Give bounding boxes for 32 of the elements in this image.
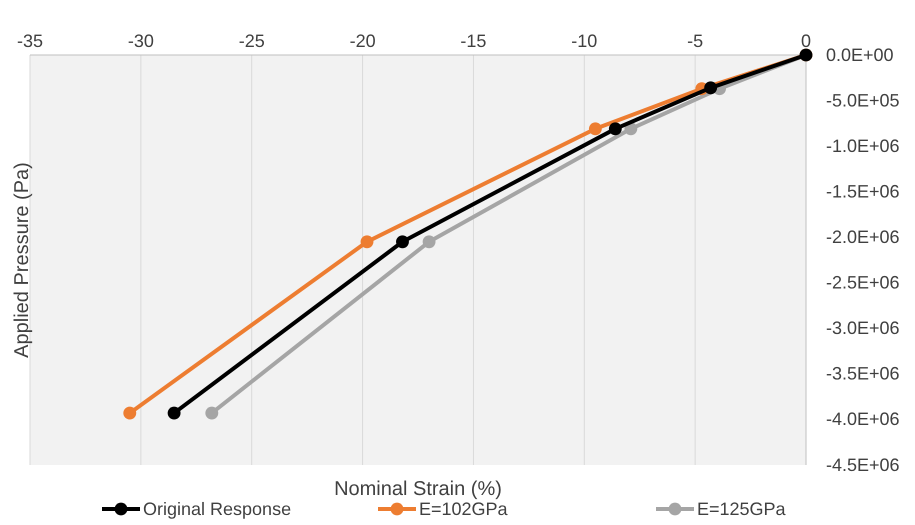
y-tick-label: -4.0E+06: [826, 409, 900, 430]
legend-label: Original Response: [143, 499, 292, 519]
point: [608, 122, 622, 136]
point: [205, 406, 218, 420]
y-tick-label: -4.5E+06: [826, 454, 900, 475]
x-tick-label: -30: [128, 31, 154, 51]
y-tick-label: -1.0E+06: [826, 136, 900, 156]
x-tick-label: -5: [687, 31, 704, 51]
x-tick-label: 0: [800, 31, 812, 51]
legend-label: E=102GPa: [419, 499, 509, 519]
x-tick-label: -25: [238, 31, 265, 51]
y-tick-label: -1.5E+06: [826, 181, 900, 202]
point: [588, 122, 602, 136]
y-tick-label: -2.5E+06: [826, 272, 900, 293]
point: [168, 406, 181, 420]
x-axis-title: Nominal Strain (%): [334, 478, 502, 500]
x-tick-label: -10: [571, 31, 598, 51]
y-tick-label: -5.0E+05: [826, 90, 900, 110]
x-tick-label: -20: [350, 31, 376, 51]
legend-label: E=125GPa: [697, 499, 787, 519]
point: [123, 406, 136, 420]
point: [704, 81, 718, 94]
y-tick-label: 0.0E+00: [826, 44, 894, 65]
y-tick-label: -2.0E+06: [826, 226, 900, 247]
y-tick-label: -3.0E+06: [826, 318, 900, 338]
y-axis-title: Applied Pressure (Pa): [11, 162, 33, 358]
point: [396, 235, 409, 248]
y-tick-label: -3.5E+06: [826, 364, 900, 384]
x-tick-label: -15: [460, 31, 486, 51]
point: [422, 235, 436, 248]
x-tick-label: -35: [16, 31, 44, 51]
point: [360, 235, 374, 248]
